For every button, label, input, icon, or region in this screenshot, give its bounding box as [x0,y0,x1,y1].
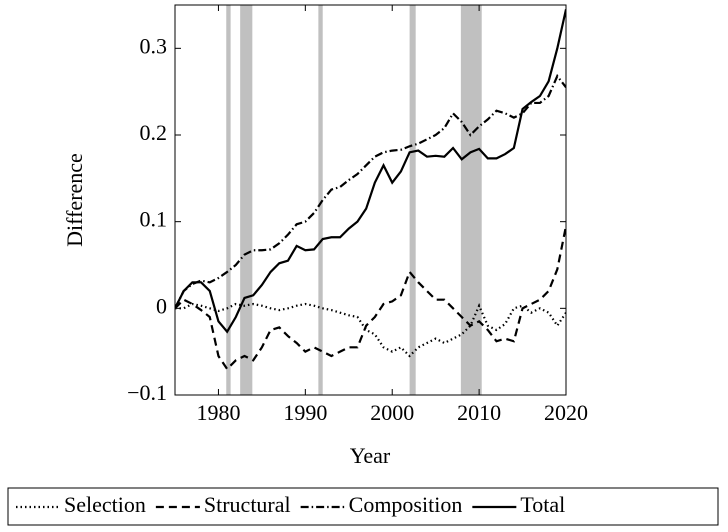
series-line [175,9,566,334]
plot-frame [174,4,567,396]
x-tick-label: 2020 [544,400,588,425]
x-axis-label: Year [350,443,391,468]
legend-label: Structural [204,492,291,517]
recession-band [226,5,231,395]
y-axis-label: Difference [62,153,87,247]
x-tick-label: 2010 [457,400,501,425]
y-tick-label: 0.2 [140,120,168,145]
series-line [175,302,566,358]
y-tick-label: 0 [156,293,167,318]
y-tick-label: 0.3 [140,33,168,58]
x-tick-label: 1980 [196,400,240,425]
legend-label: Selection [64,492,146,517]
recession-band [460,5,482,395]
x-tick-label: 1990 [283,400,327,425]
recession-band [318,5,323,395]
y-tick-label: 0.1 [140,207,168,232]
x-tick-label: 2000 [370,400,414,425]
recession-band [240,5,253,395]
legend-label: Total [520,492,565,517]
recession-band [409,5,416,395]
legend-box [7,487,719,526]
legend-label: Composition [349,492,463,517]
series-line [175,225,566,371]
y-tick-label: −0.1 [127,380,167,405]
series-line [175,73,566,309]
